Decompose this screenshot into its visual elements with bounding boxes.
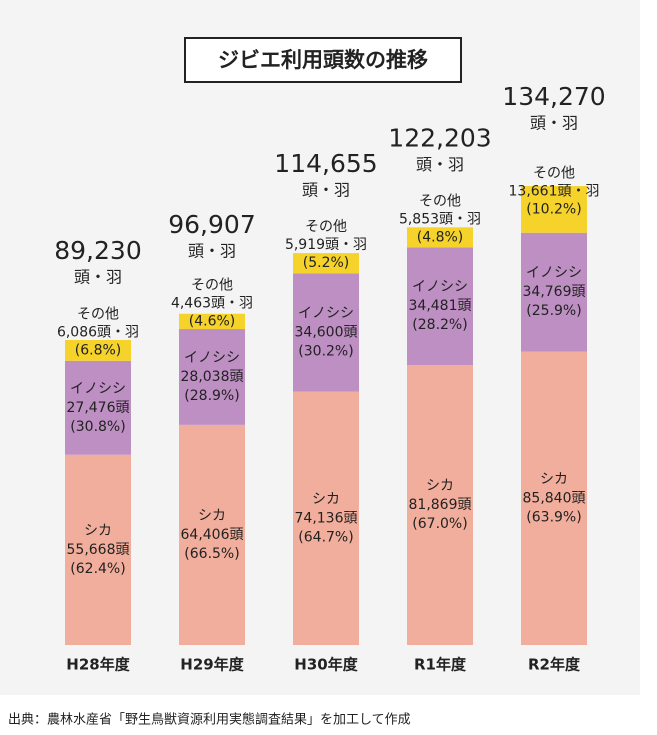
value-label: 4,463頭・羽 [171,295,253,311]
bar-segment [407,365,473,645]
share-label: (10.2%) [526,201,581,217]
value-label: 28,038頭 [181,369,244,385]
bar-segment [179,329,245,425]
share-label: (62.4%) [70,561,125,577]
value-label: 5,853頭・羽 [399,211,481,227]
total-label: 114,655 [274,149,377,178]
x-tick-label: R1年度 [414,656,467,674]
share-label: (30.8%) [70,419,125,435]
total-label: 96,907 [168,210,255,239]
total-unit: 頭・羽 [188,241,236,260]
segment-name: その他 [533,165,575,181]
segment-name: イノシシ [298,305,354,321]
bar-segment [65,454,131,645]
value-label: 34,481頭 [409,298,472,314]
segment-name: その他 [77,306,119,322]
bar-segment [407,227,473,248]
value-label: 81,869頭 [409,497,472,513]
segment-name: イノシシ [526,265,582,281]
value-label: 64,406頭 [181,527,244,543]
segment-name: シカ [426,478,454,494]
share-label: (30.2%) [298,343,353,359]
bar-segment [521,351,587,645]
bar-segment [521,186,587,233]
share-label: (6.8%) [75,342,122,358]
bar-segment [293,391,359,645]
value-label: 74,136頭 [295,510,358,526]
value-label: 34,600頭 [295,324,358,340]
total-unit: 頭・羽 [74,268,122,287]
x-tick-label: H30年度 [294,656,358,674]
segment-name: イノシシ [412,279,468,295]
segment-name: シカ [198,508,226,524]
total-label: 134,270 [502,82,605,111]
value-label: 6,086頭・羽 [57,324,139,340]
bar-segment [179,313,245,330]
share-label: (63.9%) [526,509,581,525]
value-label: 34,769頭 [523,284,586,300]
source-note: 出典：農林水産省「野生鳥獣資源利用実態調査結果」を加工して作成 [8,712,411,728]
bar-segment [407,247,473,366]
value-label: 27,476頭 [67,400,130,416]
share-label: (5.2%) [303,255,350,271]
x-tick-label: H29年度 [180,656,244,674]
share-label: (67.0%) [412,516,467,532]
segment-name: その他 [305,219,347,235]
value-label: 13,661頭・羽 [509,183,600,199]
share-label: (4.6%) [189,313,236,329]
segment-name: シカ [540,471,568,487]
chart-title: ジビエ利用頭数の推移 [218,48,428,72]
share-label: (28.9%) [184,388,239,404]
share-label: (66.5%) [184,546,239,562]
total-unit: 頭・羽 [530,114,578,133]
segment-name: イノシシ [70,381,126,397]
total-unit: 頭・羽 [416,155,464,174]
bar-segment [65,360,131,455]
x-tick-label: H28年度 [66,656,130,674]
x-tick-label: R2年度 [528,656,581,674]
segment-name: その他 [191,277,233,293]
share-label: (64.7%) [298,529,353,545]
value-label: 55,668頭 [67,542,130,558]
title-box [184,37,462,83]
total-label: 89,230 [54,236,141,265]
bar-segment [521,232,587,352]
share-label: (4.8%) [417,229,464,245]
segment-name: イノシシ [184,350,240,366]
total-label: 122,203 [388,123,491,152]
bar-segment [179,424,245,645]
share-label: (25.9%) [526,303,581,319]
bar-segment [65,340,131,361]
segment-name: シカ [84,523,112,539]
share-label: (28.2%) [412,317,467,333]
value-label: 85,840頭 [523,490,586,506]
value-label: 5,919頭・羽 [285,237,367,253]
segment-name: シカ [312,491,340,507]
bar-segment [293,253,359,274]
segment-name: その他 [419,193,461,209]
bar-segment [293,273,359,392]
total-unit: 頭・羽 [302,181,350,200]
